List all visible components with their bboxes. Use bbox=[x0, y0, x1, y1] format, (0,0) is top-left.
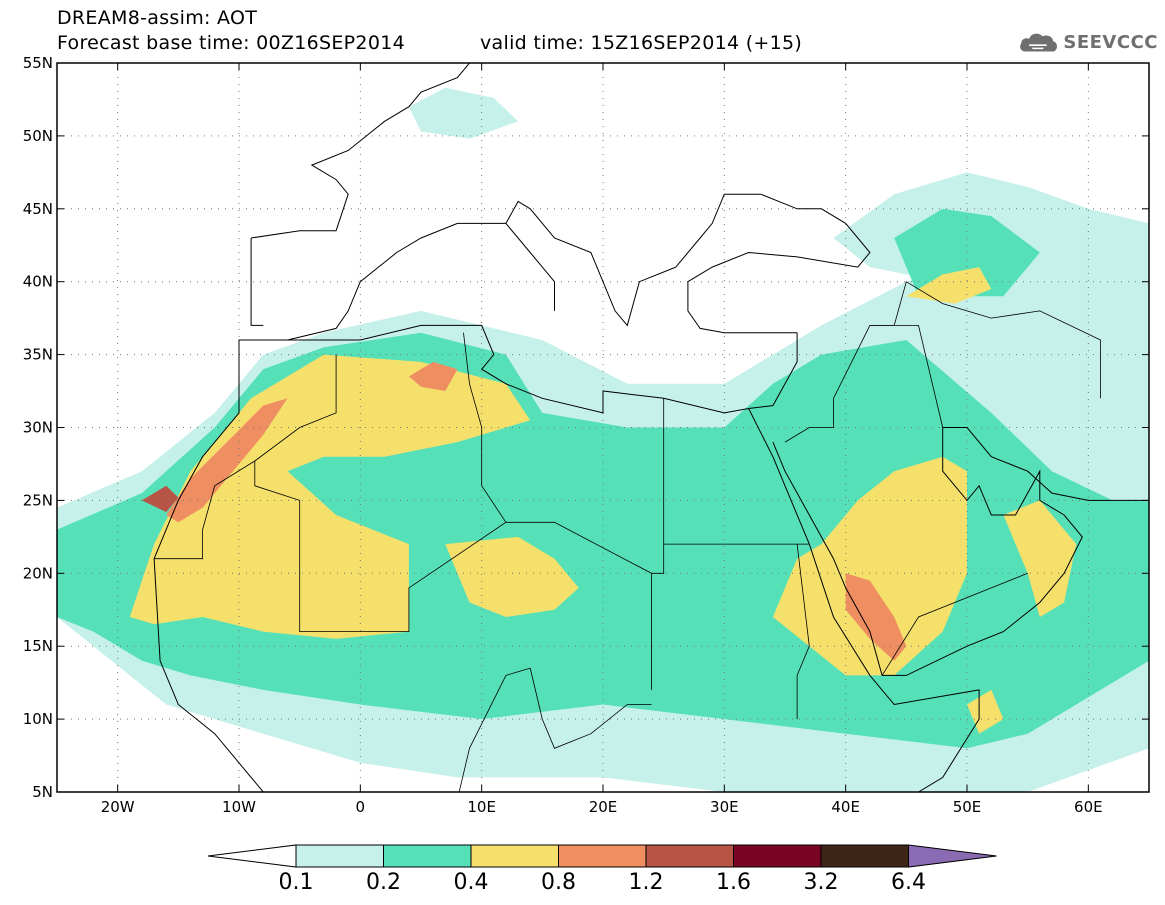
lat-label-15N: 15N bbox=[23, 637, 53, 655]
colorbar-right-arrow bbox=[908, 844, 997, 868]
coastline-0 bbox=[153, 339, 288, 792]
colorbar-segment-4 bbox=[558, 844, 647, 868]
logo-text: SEEVCCC bbox=[1063, 31, 1158, 53]
lat-label-45N: 45N bbox=[23, 200, 53, 218]
aot-region-0_4-0 bbox=[129, 354, 531, 639]
lon-label-0: 0 bbox=[356, 798, 366, 816]
lat-label-10N: 10N bbox=[23, 710, 53, 728]
colorbar-segment-2 bbox=[383, 844, 472, 868]
aot-region-0_8-1 bbox=[408, 361, 458, 391]
border-layer bbox=[154, 281, 1101, 792]
colorbar-label-7: 6.4 bbox=[891, 870, 926, 895]
aot-region-0_4-1 bbox=[445, 536, 579, 617]
lon-label-10E: 10E bbox=[467, 798, 496, 816]
border-5 bbox=[784, 398, 834, 443]
colorbar-segment-6 bbox=[733, 844, 822, 868]
coastline-2 bbox=[748, 408, 980, 792]
colorbar-segment-3 bbox=[470, 844, 559, 868]
valid-time: valid time: 15Z16SEP2014 (+15) bbox=[480, 32, 803, 54]
colorbar-segment-7 bbox=[820, 844, 909, 868]
border-1 bbox=[254, 354, 337, 462]
border-9 bbox=[881, 572, 1028, 676]
aot-region-0_4-3 bbox=[1003, 500, 1077, 617]
lat-label-20N: 20N bbox=[23, 564, 53, 582]
colorbar-label-0: 0.1 bbox=[278, 870, 314, 895]
lat-label-5N: 5N bbox=[32, 783, 53, 801]
lon-label-10W: 10W bbox=[222, 798, 256, 816]
coastline-6 bbox=[287, 222, 506, 341]
aot-region-0_1-2 bbox=[408, 87, 519, 139]
lon-label-50E: 50E bbox=[953, 798, 982, 816]
colorbar bbox=[207, 844, 997, 868]
border-2 bbox=[463, 332, 507, 523]
aot-region-0_8-2 bbox=[845, 573, 907, 661]
cloud-logo-icon bbox=[1020, 33, 1058, 52]
aot-region-1_2-0 bbox=[141, 485, 179, 513]
colorbar-segment-1 bbox=[295, 844, 384, 868]
border-4 bbox=[651, 544, 665, 574]
coastline-7 bbox=[250, 238, 264, 326]
coastline-4 bbox=[675, 193, 871, 334]
colorbar-label-1: 0.2 bbox=[366, 870, 401, 895]
colorbar-label-6: 3.2 bbox=[803, 870, 839, 895]
lon-label-60E: 60E bbox=[1074, 798, 1103, 816]
colorbar-label-2: 0.4 bbox=[453, 870, 489, 895]
border-10 bbox=[458, 667, 652, 792]
border-7 bbox=[869, 281, 1101, 399]
axis-ticks: 20W 10W 0 10E 20E 30E 40E 50E 60E 55N 50N 45N 40N 35N… bbox=[23, 54, 1149, 816]
coastline-1 bbox=[287, 324, 798, 414]
colorbar-left-arrow bbox=[207, 844, 297, 868]
lat-label-50N: 50N bbox=[23, 127, 53, 145]
coastline-layer bbox=[153, 63, 1149, 792]
coastline-8 bbox=[251, 63, 470, 239]
aot-region-0_4-5 bbox=[967, 689, 1004, 734]
colorbar-label-4: 1.2 bbox=[628, 870, 664, 895]
coastline-5 bbox=[505, 200, 676, 327]
aot-region-0_4-2 bbox=[772, 456, 967, 676]
border-0 bbox=[154, 460, 652, 690]
border-8 bbox=[796, 544, 810, 720]
seevccc-logo: SEEVCCC bbox=[1018, 22, 1158, 62]
lat-label-35N: 35N bbox=[23, 346, 53, 364]
aot-region-0_8-0 bbox=[166, 398, 288, 523]
lat-label-55N: 55N bbox=[23, 54, 53, 72]
lon-label-20E: 20E bbox=[589, 798, 618, 816]
lat-label-25N: 25N bbox=[23, 491, 53, 509]
lon-label-20W: 20W bbox=[101, 798, 135, 816]
lat-label-30N: 30N bbox=[23, 419, 53, 437]
coastline-3 bbox=[772, 427, 1149, 676]
colorbar-segment-5 bbox=[645, 844, 734, 868]
colorbar-label-3: 0.8 bbox=[541, 870, 576, 895]
lon-label-30E: 30E bbox=[710, 798, 739, 816]
chart-title-line1: DREAM8-assim: AOT bbox=[57, 7, 258, 29]
colorbar-label-5: 1.6 bbox=[716, 870, 751, 895]
chart-title-line2: Forecast base time: 00Z16SEP2014 bbox=[57, 32, 405, 54]
lat-label-40N: 40N bbox=[23, 273, 53, 291]
lon-label-40E: 40E bbox=[831, 798, 860, 816]
